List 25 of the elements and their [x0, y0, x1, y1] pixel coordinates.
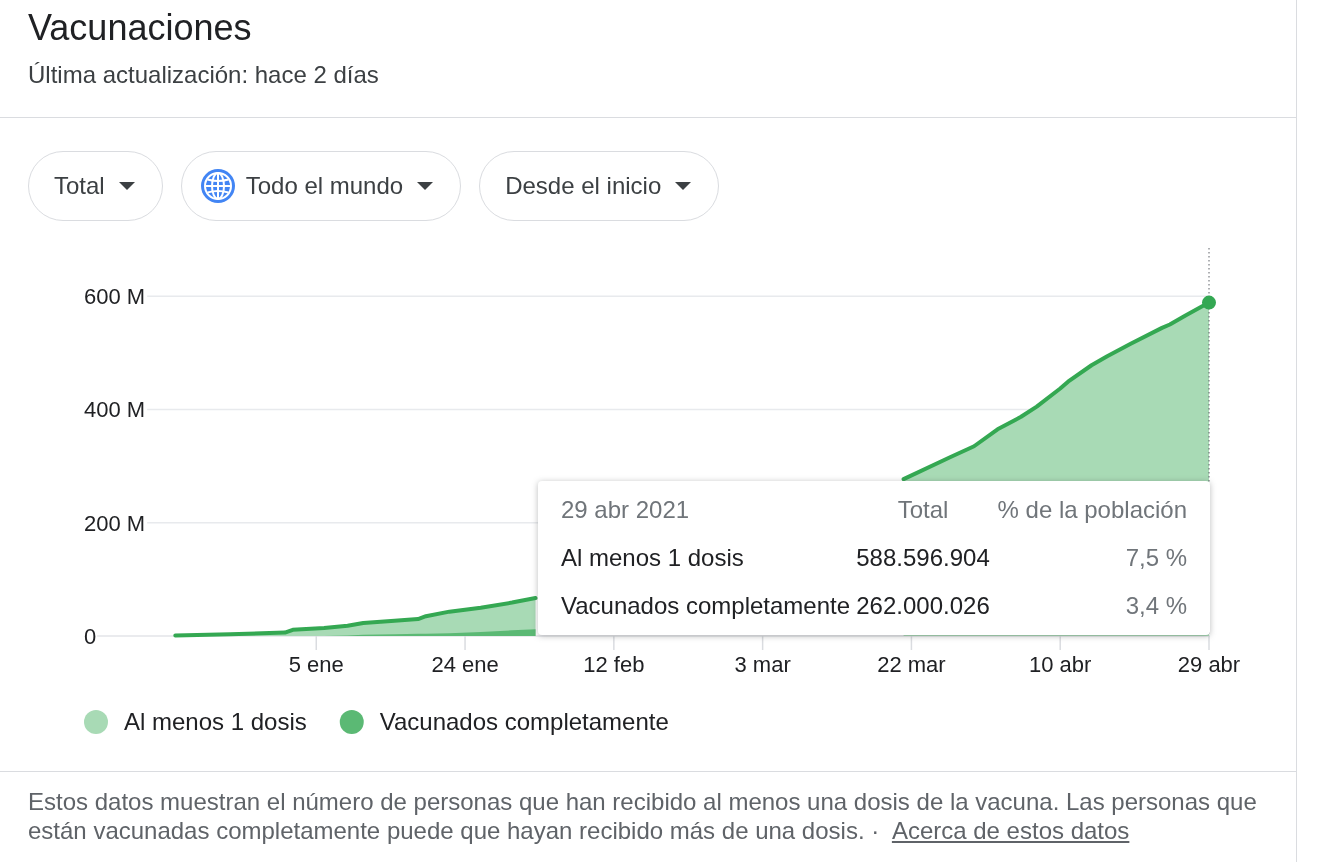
- annotation: % de la población: [997, 496, 1187, 523]
- annotation: 29 abr 2021: [561, 496, 690, 523]
- legend-label: Vacunados completamente: [379, 708, 669, 735]
- x-tick-label: 10 abr: [1029, 652, 1092, 677]
- x-tick-label: 5 ene: [288, 652, 344, 677]
- x-tick-label: 24 ene: [431, 652, 499, 677]
- annotation: 588.596.904: [856, 544, 990, 571]
- annotation: Total: [897, 496, 949, 523]
- annotation: 3,4 %: [1125, 592, 1187, 619]
- legend-label: Al menos 1 dosis: [124, 708, 307, 735]
- y-tick-label: 200 M: [84, 510, 146, 536]
- y-tick-label: 400 M: [84, 397, 146, 423]
- x-tick-label: 3 mar: [734, 652, 791, 677]
- y-tick-label: 0: [84, 623, 97, 649]
- text: Vacunados completamente: [561, 592, 851, 619]
- text: Al menos 1 dosis: [561, 544, 744, 571]
- x-tick-label: 29 abr: [1177, 652, 1241, 677]
- annotation: 262.000.026: [856, 592, 990, 619]
- x-tick-label: 12 feb: [583, 652, 645, 677]
- chart-subtitle: Última actualización: hace 2 días: [28, 61, 379, 88]
- x-tick-label: 22 mar: [877, 652, 946, 677]
- text: Acerca de estos datos: [891, 817, 1130, 844]
- chart-title: Vacunaciones: [28, 7, 252, 48]
- annotation: 7,5 %: [1125, 544, 1187, 571]
- y-tick-label: 600 M: [84, 284, 146, 310]
